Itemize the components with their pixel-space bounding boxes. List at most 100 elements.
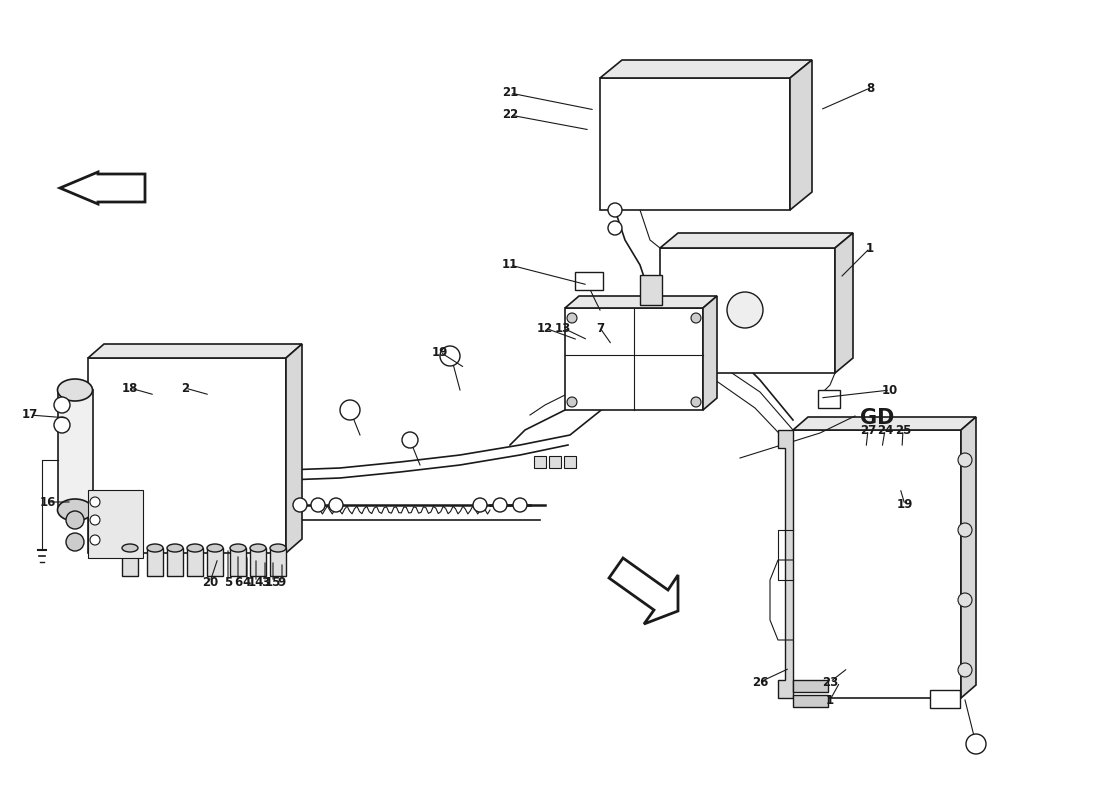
Circle shape xyxy=(402,432,418,448)
Bar xyxy=(88,490,143,558)
Ellipse shape xyxy=(57,379,92,401)
Text: 24: 24 xyxy=(877,423,893,437)
Circle shape xyxy=(66,511,84,529)
Circle shape xyxy=(608,203,622,217)
Bar xyxy=(930,690,960,708)
Circle shape xyxy=(966,734,986,754)
Bar xyxy=(207,548,223,576)
Bar xyxy=(270,548,286,576)
Text: GD: GD xyxy=(860,408,894,428)
Polygon shape xyxy=(778,430,793,698)
Polygon shape xyxy=(835,233,852,373)
Bar xyxy=(230,548,246,576)
Bar xyxy=(88,358,286,553)
Text: 19: 19 xyxy=(896,498,913,511)
Bar xyxy=(167,548,183,576)
Bar xyxy=(793,680,828,692)
Text: 26: 26 xyxy=(751,675,768,689)
Text: 4: 4 xyxy=(243,575,251,589)
Bar xyxy=(565,308,703,410)
Circle shape xyxy=(90,515,100,525)
Circle shape xyxy=(293,498,307,512)
Bar xyxy=(122,548,138,576)
Circle shape xyxy=(958,663,972,677)
Circle shape xyxy=(566,397,578,407)
Circle shape xyxy=(311,498,324,512)
Text: 13: 13 xyxy=(554,322,571,334)
Polygon shape xyxy=(609,558,678,624)
Text: 1: 1 xyxy=(826,694,834,706)
Bar xyxy=(575,272,603,290)
Bar xyxy=(660,248,835,373)
Circle shape xyxy=(340,400,360,420)
Bar xyxy=(818,390,840,408)
Text: 22: 22 xyxy=(502,109,518,122)
Text: 19: 19 xyxy=(432,346,448,358)
Polygon shape xyxy=(660,233,852,248)
Text: 2: 2 xyxy=(180,382,189,394)
Bar xyxy=(534,456,546,468)
Text: 1: 1 xyxy=(866,242,874,254)
Ellipse shape xyxy=(230,544,246,552)
Polygon shape xyxy=(790,60,812,210)
Circle shape xyxy=(54,417,70,433)
Ellipse shape xyxy=(122,544,138,552)
Polygon shape xyxy=(88,344,302,358)
Text: 25: 25 xyxy=(894,423,911,437)
Circle shape xyxy=(329,498,343,512)
Text: 27: 27 xyxy=(860,423,876,437)
Polygon shape xyxy=(961,417,976,698)
Bar xyxy=(58,390,94,510)
Bar xyxy=(600,78,790,210)
Circle shape xyxy=(440,346,460,366)
Circle shape xyxy=(66,533,84,551)
Circle shape xyxy=(958,453,972,467)
Bar xyxy=(147,548,163,576)
Polygon shape xyxy=(60,172,145,204)
Text: 3: 3 xyxy=(261,575,270,589)
Circle shape xyxy=(90,535,100,545)
Text: 5: 5 xyxy=(224,575,232,589)
Circle shape xyxy=(691,313,701,323)
Text: 7: 7 xyxy=(596,322,604,334)
Polygon shape xyxy=(793,417,976,430)
Ellipse shape xyxy=(167,544,183,552)
Polygon shape xyxy=(600,60,812,78)
Text: 12: 12 xyxy=(537,322,553,334)
Circle shape xyxy=(727,292,763,328)
Polygon shape xyxy=(703,296,717,410)
Bar xyxy=(640,275,662,305)
Bar xyxy=(793,430,961,698)
Text: 16: 16 xyxy=(40,495,56,509)
Circle shape xyxy=(566,313,578,323)
Text: 11: 11 xyxy=(502,258,518,271)
Text: 8: 8 xyxy=(866,82,874,94)
Circle shape xyxy=(958,523,972,537)
Ellipse shape xyxy=(250,544,266,552)
Text: 6: 6 xyxy=(234,575,242,589)
Ellipse shape xyxy=(187,544,204,552)
Bar xyxy=(564,456,576,468)
Text: 10: 10 xyxy=(882,383,898,397)
Circle shape xyxy=(493,498,507,512)
Text: 15: 15 xyxy=(265,575,282,589)
Polygon shape xyxy=(565,296,717,308)
Text: 17: 17 xyxy=(22,409,38,422)
Bar xyxy=(187,548,204,576)
Circle shape xyxy=(54,397,70,413)
Circle shape xyxy=(958,593,972,607)
Bar xyxy=(793,695,828,707)
Text: 20: 20 xyxy=(202,575,218,589)
Text: 14: 14 xyxy=(248,575,264,589)
Circle shape xyxy=(691,397,701,407)
Circle shape xyxy=(608,221,622,235)
Text: 23: 23 xyxy=(822,675,838,689)
Bar xyxy=(250,548,266,576)
Text: 21: 21 xyxy=(502,86,518,99)
Ellipse shape xyxy=(147,544,163,552)
Ellipse shape xyxy=(57,499,92,521)
Text: 9: 9 xyxy=(278,575,286,589)
Ellipse shape xyxy=(270,544,286,552)
Ellipse shape xyxy=(207,544,223,552)
Circle shape xyxy=(513,498,527,512)
